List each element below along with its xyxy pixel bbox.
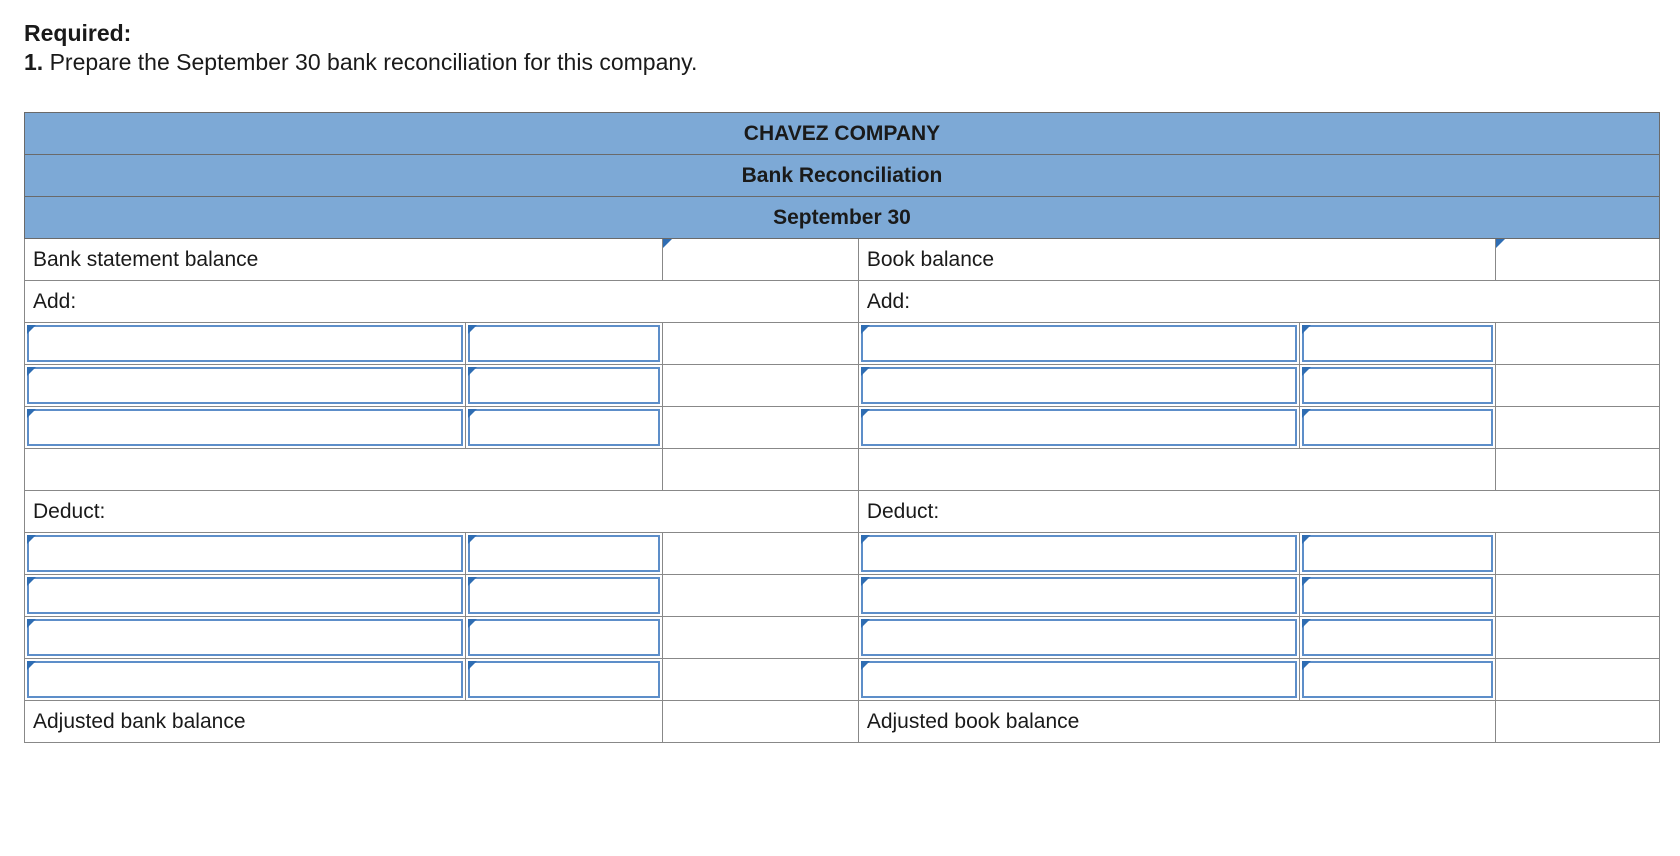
bank-deduct-desc-3[interactable] [25, 617, 466, 659]
book-deduct-total-1 [1496, 533, 1660, 575]
book-add-subtotal-label [858, 449, 1496, 491]
prompt-number: 1. [24, 49, 43, 75]
bank-deduct-total-1 [662, 533, 858, 575]
bank-add-desc-1[interactable] [25, 323, 466, 365]
bank-add-label: Add: [25, 281, 859, 323]
bank-deduct-label: Deduct: [25, 491, 859, 533]
book-add-total-1 [1496, 323, 1660, 365]
book-add-total-3 [1496, 407, 1660, 449]
book-add-label: Add: [858, 281, 1659, 323]
book-deduct-desc-2[interactable] [858, 575, 1299, 617]
book-add-total-2 [1496, 365, 1660, 407]
header-company: CHAVEZ COMPANY [25, 113, 1660, 155]
bank-add-subtotal-label [25, 449, 663, 491]
required-heading: Required: [24, 20, 1660, 47]
book-add-desc-2[interactable] [858, 365, 1299, 407]
book-balance-label: Book balance [858, 239, 1496, 281]
bank-deduct-total-4 [662, 659, 858, 701]
bank-add-subtotal [662, 449, 858, 491]
bank-balance-amount[interactable] [662, 239, 858, 281]
bank-add-total-1 [662, 323, 858, 365]
adjusted-book-label: Adjusted book balance [858, 701, 1496, 743]
reconciliation-table: CHAVEZ COMPANY Bank Reconciliation Septe… [24, 112, 1660, 743]
bank-add-desc-2[interactable] [25, 365, 466, 407]
book-add-amt-3[interactable] [1300, 407, 1496, 449]
book-deduct-total-3 [1496, 617, 1660, 659]
book-add-desc-1[interactable] [858, 323, 1299, 365]
bank-deduct-amt-4[interactable] [466, 659, 662, 701]
book-deduct-total-4 [1496, 659, 1660, 701]
book-deduct-amt-1[interactable] [1300, 533, 1496, 575]
book-deduct-desc-4[interactable] [858, 659, 1299, 701]
prompt-text: Prepare the September 30 bank reconcilia… [50, 49, 698, 75]
book-deduct-amt-2[interactable] [1300, 575, 1496, 617]
bank-add-amt-1[interactable] [466, 323, 662, 365]
bank-add-amt-3[interactable] [466, 407, 662, 449]
book-deduct-amt-4[interactable] [1300, 659, 1496, 701]
adjusted-bank-label: Adjusted bank balance [25, 701, 663, 743]
bank-deduct-amt-2[interactable] [466, 575, 662, 617]
bank-add-desc-3[interactable] [25, 407, 466, 449]
book-add-desc-3[interactable] [858, 407, 1299, 449]
bank-deduct-desc-4[interactable] [25, 659, 466, 701]
bank-deduct-desc-1[interactable] [25, 533, 466, 575]
header-date: September 30 [25, 197, 1660, 239]
prompt-line: 1. Prepare the September 30 bank reconci… [24, 49, 1660, 76]
book-deduct-label: Deduct: [858, 491, 1659, 533]
bank-balance-label: Bank statement balance [25, 239, 663, 281]
bank-add-total-3 [662, 407, 858, 449]
bank-add-amt-2[interactable] [466, 365, 662, 407]
book-deduct-desc-3[interactable] [858, 617, 1299, 659]
book-deduct-desc-1[interactable] [858, 533, 1299, 575]
adjusted-bank-amount [662, 701, 858, 743]
bank-deduct-amt-1[interactable] [466, 533, 662, 575]
bank-deduct-total-3 [662, 617, 858, 659]
bank-add-total-2 [662, 365, 858, 407]
bank-deduct-total-2 [662, 575, 858, 617]
book-add-amt-1[interactable] [1300, 323, 1496, 365]
book-balance-amount[interactable] [1496, 239, 1660, 281]
book-add-amt-2[interactable] [1300, 365, 1496, 407]
book-add-subtotal [1496, 449, 1660, 491]
book-deduct-total-2 [1496, 575, 1660, 617]
bank-deduct-desc-2[interactable] [25, 575, 466, 617]
book-deduct-amt-3[interactable] [1300, 617, 1496, 659]
bank-deduct-amt-3[interactable] [466, 617, 662, 659]
adjusted-book-amount [1496, 701, 1660, 743]
header-title: Bank Reconciliation [25, 155, 1660, 197]
